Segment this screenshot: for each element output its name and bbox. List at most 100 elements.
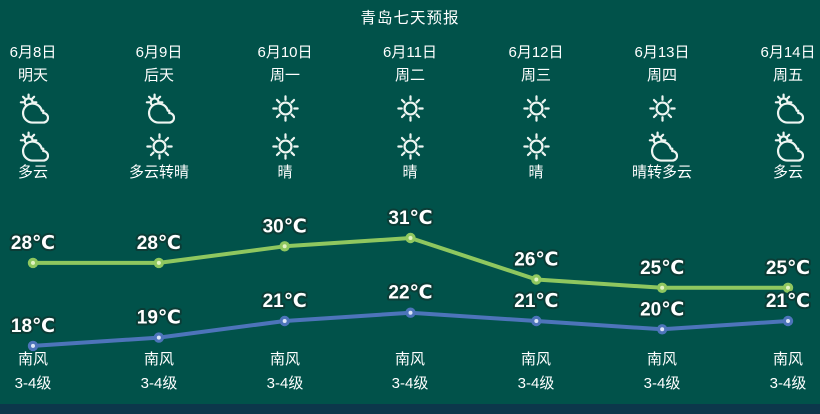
high-temp-label: 28℃ — [11, 233, 55, 254]
low-temp-point — [531, 315, 542, 327]
partly-cloudy-icon — [18, 131, 49, 162]
wind-level: 3-4级 — [14, 375, 52, 392]
low-temp-point-center — [534, 319, 539, 323]
low-temp-point — [656, 324, 668, 335]
date-label: 6月11日 — [383, 44, 437, 61]
weather-desc: 多云 — [17, 164, 48, 181]
high-temp-point-center — [282, 244, 287, 249]
date-label: 6月13日 — [634, 44, 690, 61]
wind-direction: 南风 — [394, 351, 425, 368]
low-temp-point-center — [282, 319, 287, 323]
low-temp-point-center — [31, 343, 35, 348]
low-temp-point-center — [786, 319, 790, 323]
low-temp-label: 19℃ — [137, 308, 181, 329]
wind-level: 3-4级 — [391, 375, 429, 392]
low-temp-point — [405, 307, 416, 318]
weekday-label: 周一 — [269, 67, 300, 84]
partly-cloudy-icon — [18, 93, 49, 124]
sunny-icon — [144, 131, 175, 162]
low-temp-point-center — [156, 335, 161, 340]
wind-level: 3-4级 — [643, 375, 681, 392]
low-temp-line — [31, 310, 790, 348]
wind-column: 南风 3-4级 — [0, 351, 91, 392]
high-temp-point-center — [408, 236, 413, 240]
wind-level: 3-4级 — [266, 375, 304, 392]
date-label: 6月12日 — [508, 44, 564, 61]
high-temp-label: 31℃ — [388, 208, 432, 229]
page-title: 青岛七天预报 — [360, 10, 460, 27]
weekday-label: 周四 — [646, 67, 677, 84]
high-temp-label: 30℃ — [263, 216, 307, 237]
low-temp-label: 21℃ — [766, 291, 810, 312]
low-temp-label: 20℃ — [640, 299, 684, 320]
day-column: 6月10日 周一 晴 — [227, 44, 343, 181]
high-temp-point-center — [31, 260, 35, 265]
wind-direction: 南风 — [772, 351, 803, 368]
wind-level: 3-4级 — [517, 375, 555, 392]
wind-column: 南风 3-4级 — [101, 351, 217, 392]
wind-direction: 南风 — [646, 351, 677, 368]
low-temp-point-center — [408, 310, 413, 315]
weather-desc: 晴转多云 — [631, 164, 692, 181]
wind-direction: 南风 — [143, 351, 174, 368]
high-temp-label: 25℃ — [766, 258, 810, 279]
high-temp-point — [153, 257, 165, 269]
high-temp-label: 26℃ — [514, 250, 558, 271]
wind-column: 南风 3-4级 — [730, 351, 820, 392]
sunny-icon — [521, 131, 552, 162]
high-temp-point — [405, 232, 416, 244]
low-temp-label: 21℃ — [514, 291, 558, 312]
high-temp-point-center — [786, 285, 790, 290]
weather-desc: 晴 — [528, 164, 544, 181]
weekday-label: 明天 — [17, 67, 48, 84]
weather-desc: 多云 — [772, 164, 803, 181]
high-temp-point-center — [156, 260, 161, 265]
low-temp-point — [27, 340, 39, 352]
date-label: 6月8日 — [9, 44, 57, 61]
sunny-icon — [521, 93, 552, 124]
low-temp-point — [782, 315, 794, 327]
date-label: 6月9日 — [135, 44, 183, 61]
wind-column: 南风 3-4级 — [227, 351, 343, 392]
wind-column: 南风 3-4级 — [352, 351, 468, 392]
partly-cloudy-icon — [144, 93, 175, 124]
high-temp-line — [31, 236, 790, 290]
high-temp-point — [531, 274, 542, 285]
date-label: 6月14日 — [760, 44, 816, 61]
high-temp-point-center — [534, 277, 539, 282]
high-temp-point — [279, 241, 290, 252]
sunny-icon — [270, 131, 301, 162]
high-temp-point-center — [660, 285, 665, 290]
partly-cloudy-icon — [647, 131, 678, 162]
weather-desc: 多云转晴 — [128, 164, 189, 181]
date-label: 6月10日 — [257, 44, 313, 61]
weekday-label: 周二 — [394, 67, 425, 84]
day-column: 6月9日 后天 多云转晴 — [101, 44, 217, 181]
high-temp-point — [27, 257, 39, 269]
weather-desc: 晴 — [402, 164, 418, 181]
bottom-bar — [0, 404, 820, 414]
day-column: 6月13日 周四 晴转多云 — [604, 44, 720, 181]
wind-column: 南风 3-4级 — [478, 351, 594, 392]
day-column: 6月11日 周二 晴 — [352, 44, 468, 181]
day-column: 6月14日 周五 多云 — [730, 44, 820, 181]
weekday-label: 周三 — [520, 67, 551, 84]
partly-cloudy-icon — [773, 131, 804, 162]
sunny-icon — [395, 93, 426, 124]
wind-column: 南风 3-4级 — [604, 351, 720, 392]
wind-direction: 南风 — [520, 351, 551, 368]
low-temp-label: 18℃ — [11, 316, 55, 337]
high-temp-label: 25℃ — [640, 258, 684, 279]
sunny-icon — [647, 93, 678, 124]
wind-direction: 南风 — [17, 351, 48, 368]
low-temp-point — [153, 332, 165, 343]
wind-level: 3-4级 — [140, 375, 178, 392]
wind-level: 3-4级 — [769, 375, 807, 392]
sunny-icon — [270, 93, 301, 124]
low-temp-label: 21℃ — [263, 291, 307, 312]
high-temp-label: 28℃ — [137, 233, 181, 254]
high-temp-point — [782, 282, 794, 293]
partly-cloudy-icon — [773, 93, 804, 124]
day-column: 6月12日 周三 晴 — [478, 44, 594, 181]
